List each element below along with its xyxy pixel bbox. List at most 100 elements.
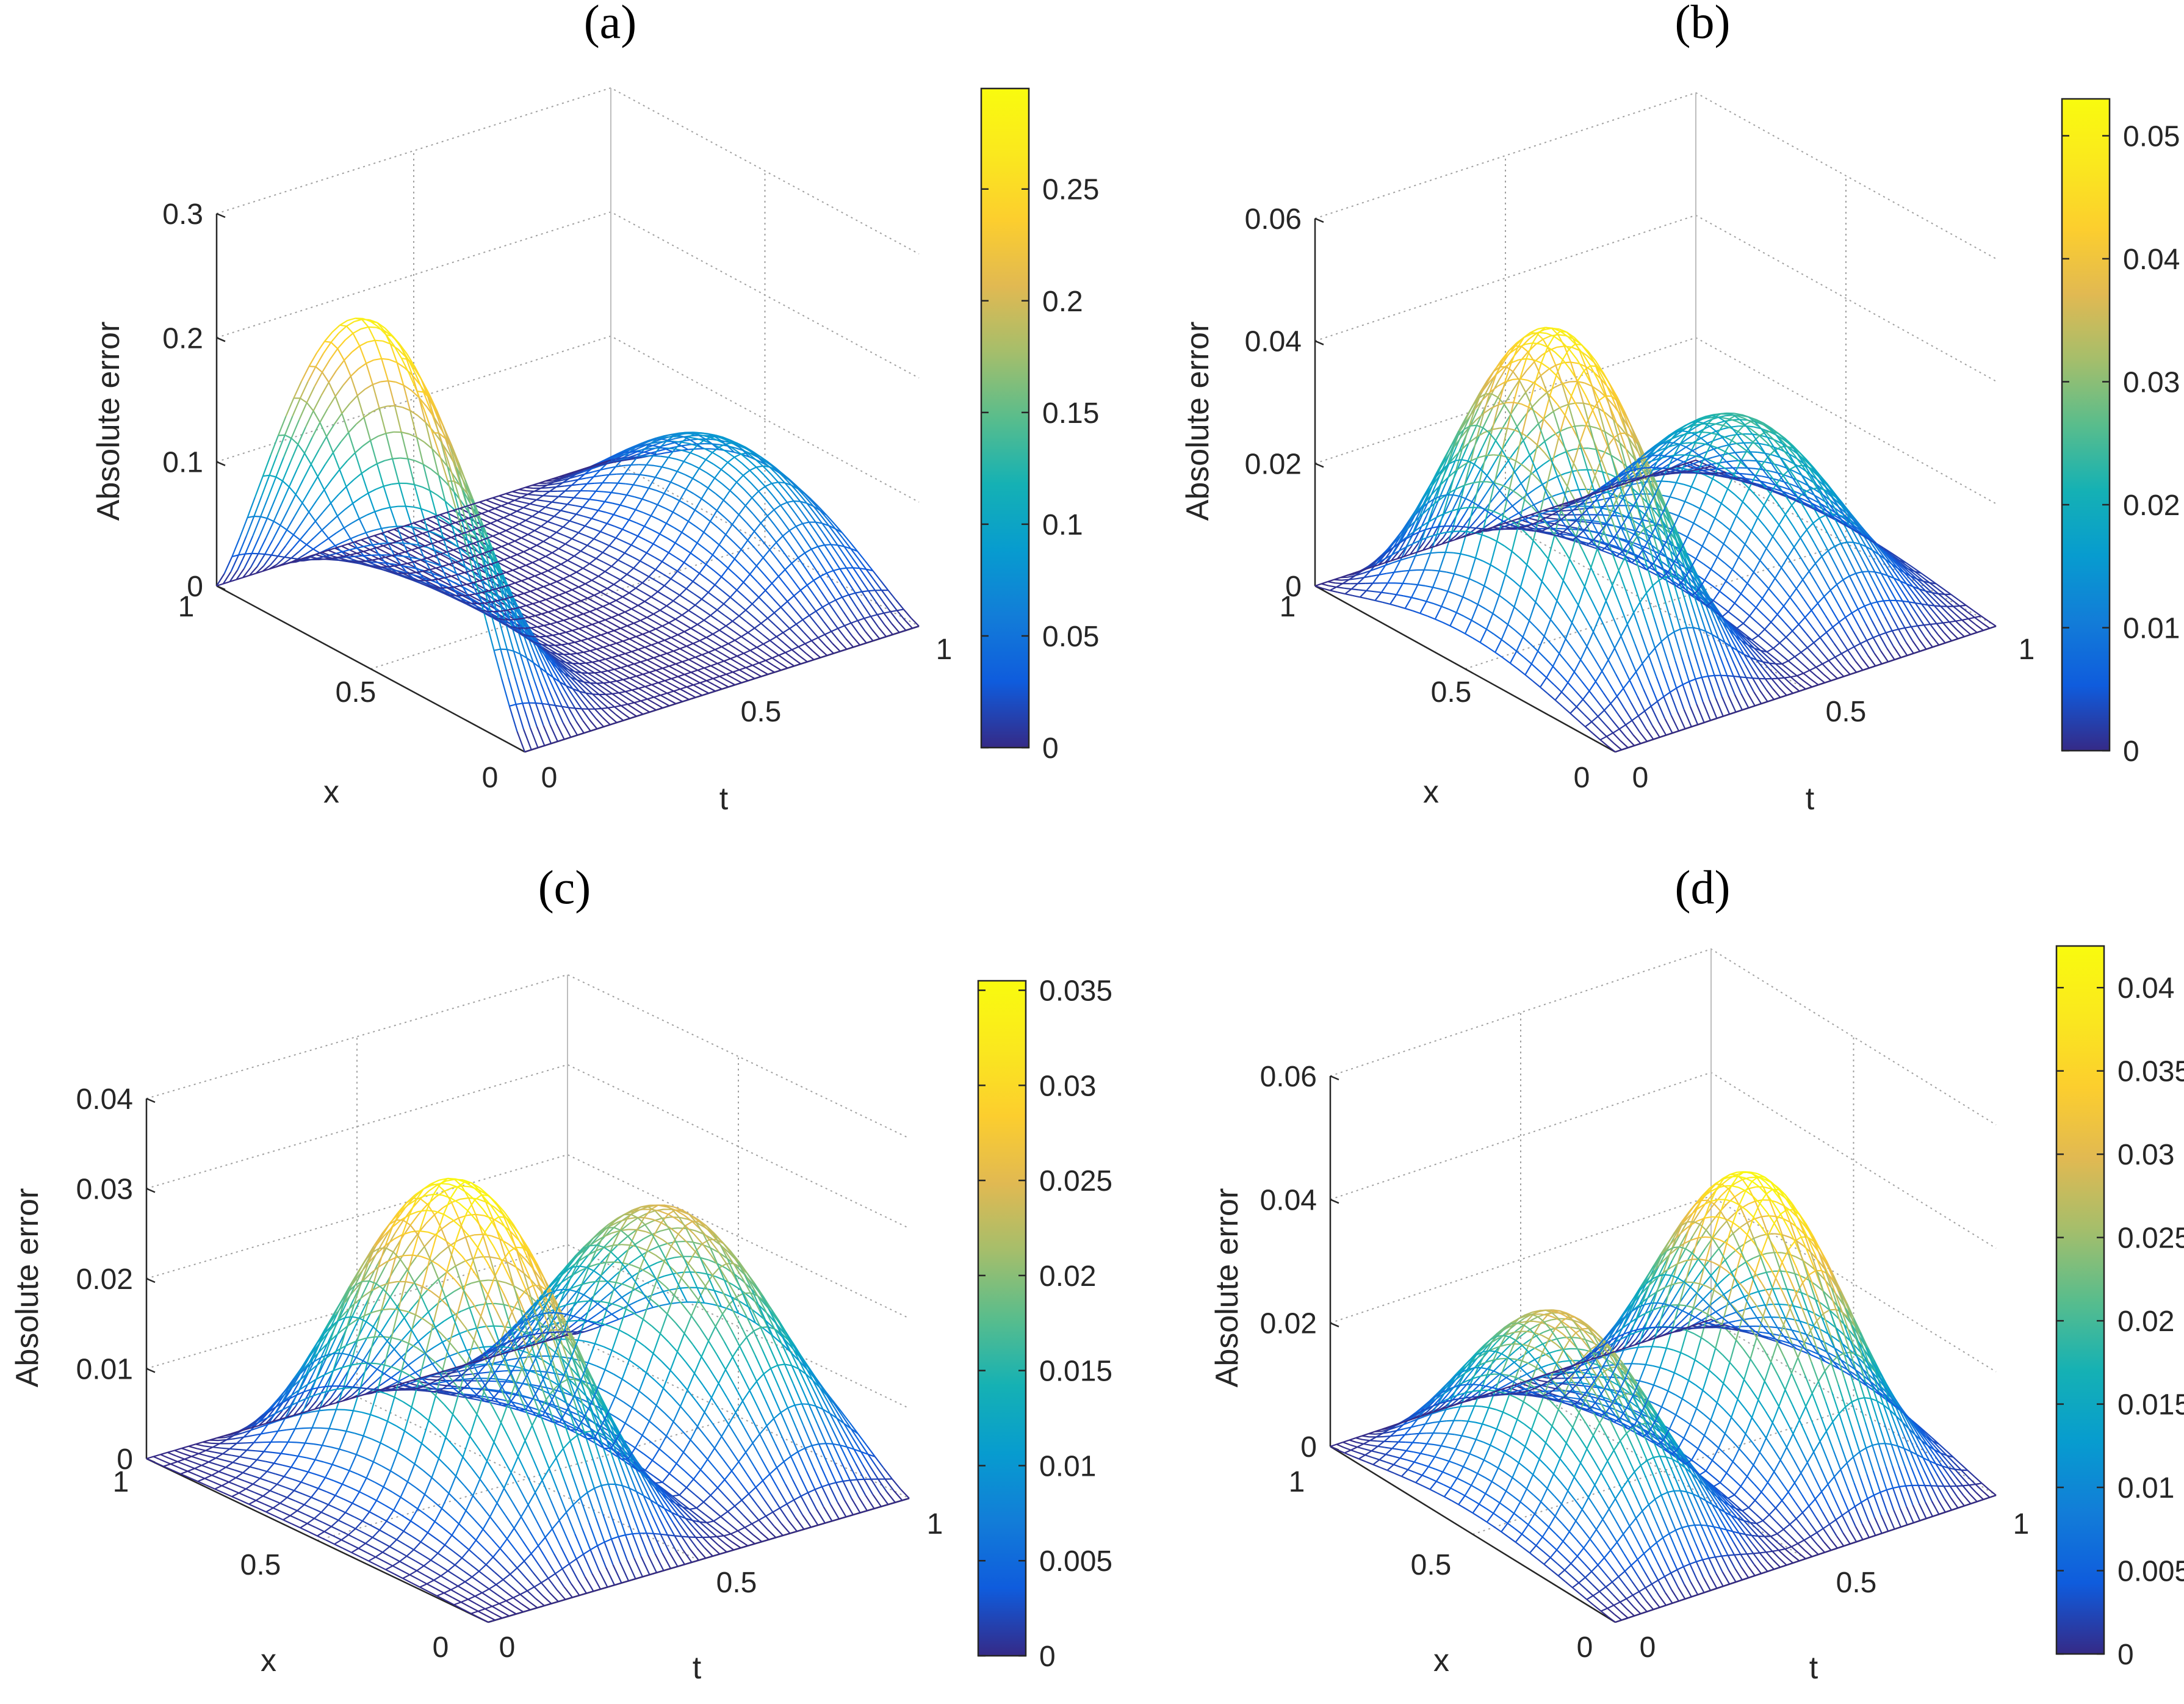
surface-line-t [701,598,710,605]
surface-line-t [684,474,693,479]
surface-line-t [786,660,795,667]
surface-line-t [705,637,715,643]
surface-line-t [852,567,862,580]
surface-line-t [693,493,702,500]
surface-line-t [764,652,773,659]
surface-line-x [478,602,485,605]
surface-line-x [793,500,801,502]
surface-line-t [709,659,718,665]
surface-line-t [657,452,665,455]
surface-line-t [768,532,777,543]
surface-line-t [788,530,798,543]
surface-line-t [627,507,636,511]
surface-line-t [851,557,860,569]
surface-line-t [695,525,704,533]
surface-line-t [795,623,805,634]
surface-line-t [883,612,892,624]
surface-line-t [752,665,761,671]
surface-line-t [881,590,890,601]
surface-line-x [502,619,509,621]
surface-line-t [508,508,517,512]
surface-line-t [363,554,372,557]
surface-line-t [835,535,845,547]
surface-line-t [740,453,749,461]
surface-line-t [704,448,713,453]
surface-line-t [870,616,879,628]
surface-line-t [666,442,675,446]
surface-line-t [676,458,684,463]
surface-line-t [546,513,555,518]
surface-line-t [663,478,671,483]
surface-line-t [616,599,624,605]
t-axis-label: t [1806,781,1815,817]
surface-line-t [629,519,637,524]
surface-line-t [857,551,866,561]
surface-line-t [661,625,671,631]
surface-line-t [597,499,605,503]
surface-line-t [730,658,739,664]
surface-line-t [687,504,696,511]
surface-line-t [724,438,733,444]
z-tick-label: 0.04 [1245,326,1302,358]
surface-line-t [895,599,904,610]
surface-line-t [759,610,768,619]
surface-line-t [568,511,577,515]
surface-line-t [559,502,568,505]
back-wall-gridline [216,87,920,255]
surface-line-t [880,580,889,591]
surface-line-t [545,555,554,561]
surface-line-t [796,635,806,644]
surface-line-x [601,707,608,710]
surface-line-t [574,497,582,499]
surface-line-t [815,521,824,534]
surface-line-t [648,487,657,491]
surface-line-t [675,618,684,624]
surface-line-t [688,610,697,616]
surface-line-t [658,519,667,524]
surface-line-t [699,572,708,580]
surface-line-t [669,468,678,472]
surface-line-t [779,662,788,669]
surface-line-t [654,621,663,627]
surface-line-t [828,603,838,615]
surface-line-t [571,538,580,543]
surface-line-x [522,702,530,704]
surface-line-t [867,579,876,591]
surface-line-t [700,482,708,489]
surface-line-t [744,660,753,666]
surface-line-t [717,663,726,669]
surface-line-t [812,650,821,659]
surface-line-t [605,511,614,516]
surface-line-t [676,557,685,563]
surface-line-t [871,629,881,640]
z-tick [216,212,226,218]
surface-line-t [748,557,757,566]
surface-line-t [679,500,688,506]
surface-line-t [678,485,687,490]
surface-line-t [854,593,864,605]
surface-line-t [794,512,804,524]
surface-line-t [646,552,655,558]
surface-line-t [539,518,548,522]
surface-line-t [827,588,837,601]
surface-line-t [561,571,571,577]
surface-line-t [585,525,593,530]
surface-line-t [569,520,578,524]
surface-line-t [630,532,638,537]
surface-line-x [309,366,316,367]
surface-line-t [660,618,669,624]
surface-line-x [500,648,508,651]
surface-line-t [544,500,552,503]
surface-line-t [627,583,636,589]
surface-line-t [716,609,726,616]
surface-line-t [714,477,723,485]
surface-line-x [615,457,622,460]
surface-line-t [785,585,795,596]
surface-line-t [841,532,851,543]
surface-line-t [694,604,704,611]
surface-line-t [723,660,732,666]
surface-line-t [752,513,762,524]
surface-line-t [552,552,560,557]
surface-line-t [560,556,568,561]
